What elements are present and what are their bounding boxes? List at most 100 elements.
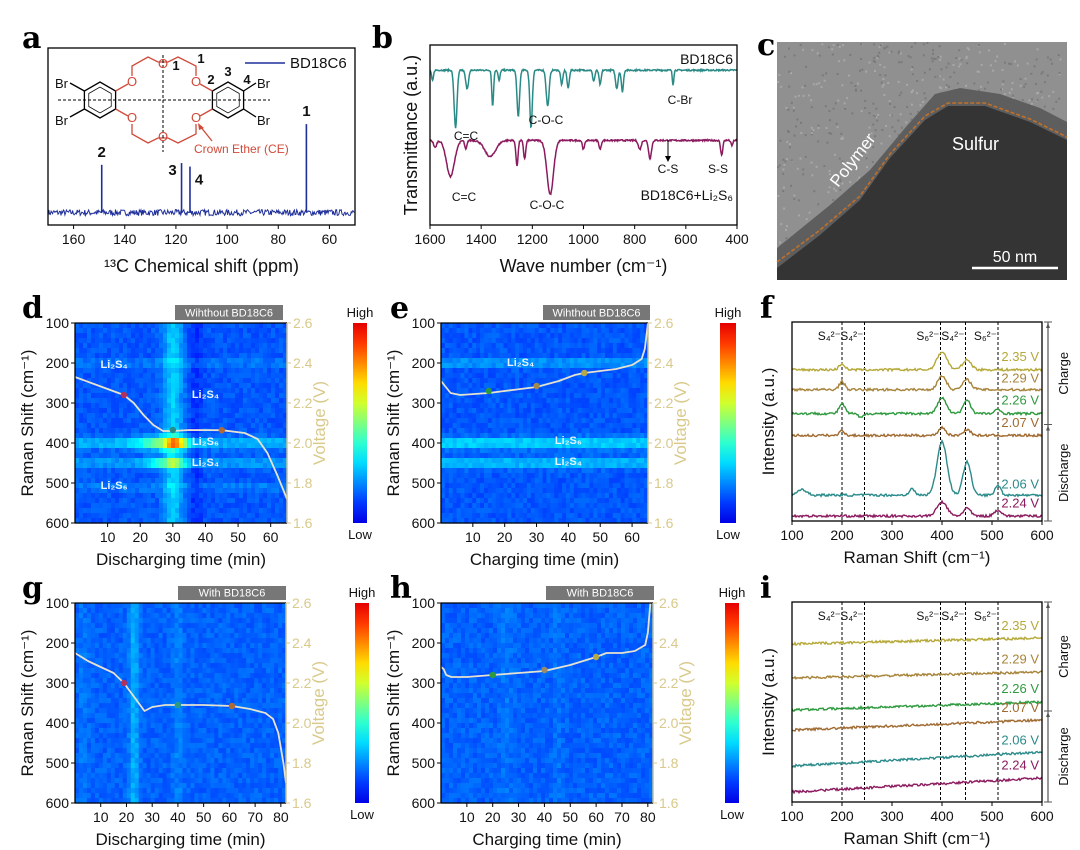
heatmap-cell: [110, 793, 116, 799]
heatmap-cell: [107, 488, 112, 494]
heatmap-cell: [271, 383, 276, 389]
heatmap-cell: [468, 363, 473, 369]
heatmap-cell: [593, 323, 598, 329]
x-tick-label: 200: [830, 527, 854, 543]
heatmap-cell: [187, 433, 192, 439]
heatmap-cell: [78, 728, 84, 734]
heatmap-cell: [523, 473, 528, 479]
heatmap-cell: [207, 448, 212, 454]
heatmap-cell: [191, 393, 196, 399]
heatmap-cell: [151, 463, 156, 469]
heatmap-cell: [147, 478, 152, 484]
heatmap-cell: [259, 393, 264, 399]
heatmap-cell: [499, 338, 505, 344]
heatmap-cell: [499, 438, 505, 444]
heatmap-cell: [597, 433, 602, 439]
heatmap-cell: [593, 518, 598, 524]
heatmap-cell: [483, 333, 489, 339]
heatmap-cell: [107, 363, 112, 369]
heatmap-cell: [601, 508, 606, 514]
heatmap-cell: [279, 348, 284, 354]
heatmap-cell: [472, 373, 477, 379]
heatmap-cell: [577, 408, 583, 414]
heatmap-cell: [565, 333, 571, 339]
heatmap-cell: [227, 393, 232, 399]
heatmap-cell: [495, 323, 501, 329]
heatmap-cell: [159, 443, 164, 449]
heatmap-cell: [456, 428, 462, 434]
heatmap-cell: [151, 373, 156, 379]
heatmap-cell: [110, 758, 116, 764]
heatmap-cell: [491, 353, 497, 359]
heatmap-cell: [94, 743, 100, 749]
heatmap-cell: [597, 438, 602, 444]
heatmap-cell: [98, 753, 104, 759]
heatmap-cell: [171, 458, 176, 464]
heatmap-cell: [259, 463, 264, 469]
charge-label: Charge: [1056, 352, 1071, 395]
heatmap-cell: [554, 423, 559, 429]
heatmap-cell: [534, 508, 540, 514]
heatmap-cell: [75, 323, 80, 329]
heatmap-cell: [581, 348, 587, 354]
heatmap-cell: [91, 408, 96, 414]
heatmap-cell: [175, 458, 180, 464]
heatmap-cell: [227, 343, 232, 349]
heatmap-cell: [79, 368, 84, 374]
heatmap-cell: [82, 763, 88, 769]
heatmap-cell: [110, 648, 116, 654]
heatmap-cell: [632, 368, 637, 374]
heatmap-cell: [530, 333, 536, 339]
heatmap-cell: [511, 438, 516, 444]
heatmap-cell: [103, 393, 108, 399]
heatmap-cell: [530, 463, 536, 469]
heatmap-cell: [110, 683, 116, 689]
heatmap-cell: [601, 398, 606, 404]
heatmap-cell: [550, 498, 555, 504]
heatmap-cell: [472, 423, 477, 429]
heatmap-cell: [456, 368, 462, 374]
reference-label: S₄²⁻: [818, 329, 841, 343]
heatmap-cell: [538, 328, 544, 334]
heatmap-cell: [251, 328, 256, 334]
heatmap-cell: [554, 508, 559, 514]
heatmap-cell: [110, 788, 116, 794]
heatmap-cell: [83, 403, 88, 409]
heatmap-cell: [107, 498, 112, 504]
heatmap-cell: [99, 443, 104, 449]
heatmap-cell: [187, 353, 192, 359]
heatmap-cell: [199, 348, 204, 354]
heatmap-cell: [267, 343, 272, 349]
heatmap-cell: [103, 343, 108, 349]
heatmap-cell: [558, 418, 563, 424]
heatmap-cell: [472, 393, 477, 399]
heatmap-cell: [452, 468, 458, 474]
heatmap-cell: [259, 423, 264, 429]
heatmap-cell: [546, 333, 551, 339]
heatmap-cell: [171, 363, 176, 369]
heatmap-cell: [187, 458, 192, 464]
heatmap-cell: [110, 783, 116, 789]
heatmap-cell: [526, 518, 532, 524]
heatmap-cell: [554, 438, 559, 444]
heatmap-cell: [605, 423, 610, 429]
heatmap-cell: [118, 693, 124, 699]
heatmap-cell: [83, 468, 88, 474]
heatmap-cell: [78, 648, 84, 654]
heatmap-cell: [91, 453, 96, 459]
heatmap-cell: [511, 413, 516, 419]
heatmap-cell: [565, 378, 571, 384]
heatmap-cell: [119, 328, 124, 334]
heatmap-cell: [487, 358, 493, 364]
heatmap-cell: [554, 458, 559, 464]
heatmap-cell: [530, 433, 536, 439]
heatmap-cell: [515, 503, 520, 509]
heatmap-cell: [78, 713, 84, 719]
heatmap-cell: [114, 603, 120, 609]
heatmap-cell: [632, 408, 637, 414]
heatmap-cell: [131, 458, 136, 464]
heatmap-cell: [159, 513, 164, 519]
heatmap-cell: [608, 493, 614, 499]
heatmap-cell: [86, 683, 92, 689]
heatmap-cell: [452, 478, 458, 484]
